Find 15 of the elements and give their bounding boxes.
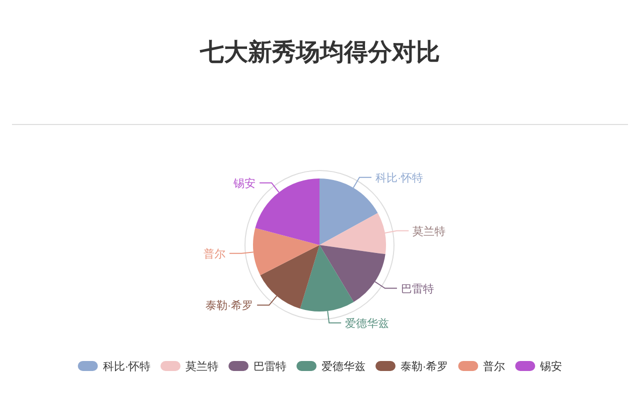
legend-label: 科比·怀特 — [102, 360, 150, 373]
legend-label: 普尔 — [483, 360, 506, 373]
legend-label: 锡安 — [539, 360, 562, 373]
slice-label: 爱德华兹 — [345, 316, 390, 330]
legend-label: 爱德华兹 — [322, 360, 366, 373]
legend-label: 泰勒·希罗 — [400, 360, 448, 373]
slice-label: 普尔 — [203, 247, 226, 260]
slice-label: 科比·怀特 — [375, 171, 424, 184]
slice-label: 锡安 — [232, 176, 256, 190]
legend-label: 巴雷特 — [254, 361, 286, 373]
legend-label: 莫兰特 — [186, 360, 218, 373]
chart-title: 七大新秀场均得分对比 — [199, 39, 440, 66]
slice-label: 莫兰特 — [412, 224, 446, 238]
slice-label: 巴雷特 — [400, 283, 434, 296]
slice-label: 泰勒·希罗 — [205, 299, 254, 312]
